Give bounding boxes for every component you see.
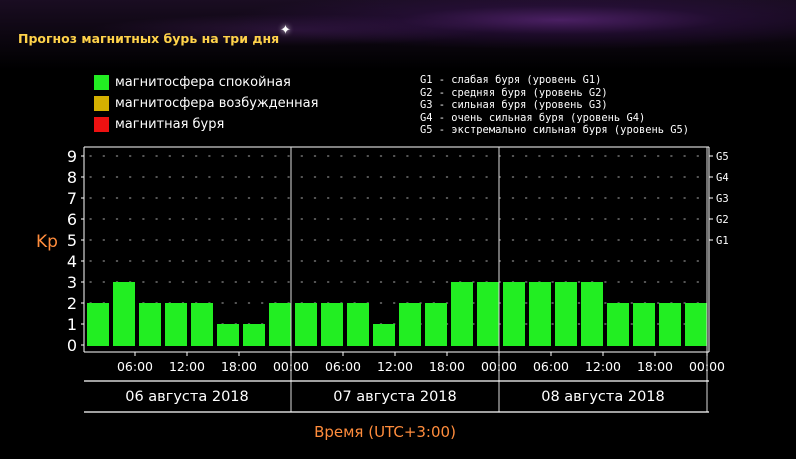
x-tick-label: 12:00 <box>585 359 621 374</box>
x-tick-label: 12:00 <box>377 359 413 374</box>
kp-bar <box>607 303 629 346</box>
kp-bar <box>581 282 603 346</box>
kp-bar <box>529 282 551 346</box>
y-tick-label: 4 <box>67 252 77 271</box>
kp-bar <box>555 282 577 346</box>
storm-level-legend: G1 - слабая буря (уровень G1) G2 - средн… <box>420 74 689 137</box>
g-level-label: G1 <box>716 235 729 247</box>
g-level-label: G5 <box>716 151 729 163</box>
g-level-label: G3 <box>716 193 729 205</box>
kp-bar <box>633 303 655 346</box>
kp-bar <box>269 303 291 346</box>
x-tick-label: 00:00 <box>273 359 309 374</box>
g-legend-g4: G4 - очень сильная буря (уровень G4) <box>420 111 646 124</box>
y-tick-label: 0 <box>67 336 77 355</box>
g-level-label: G4 <box>716 172 729 184</box>
kp-bar <box>191 303 213 346</box>
x-tick-label: 18:00 <box>637 359 673 374</box>
kp-bar <box>685 303 707 346</box>
x-tick-label: 18:00 <box>429 359 465 374</box>
kp-bar <box>451 282 473 346</box>
day-label: 06 августа 2018 <box>125 389 249 405</box>
kp-bar <box>113 282 135 346</box>
kp-bar <box>659 303 681 346</box>
x-tick-label: 06:00 <box>325 359 361 374</box>
g-legend-g5: G5 - экстремально сильная буря (уровень … <box>420 124 689 137</box>
x-tick-label: 00:00 <box>689 359 725 374</box>
kp-bar <box>165 303 187 346</box>
star-sparkle-icon: ✦ <box>280 23 291 38</box>
x-tick-label: 06:00 <box>533 359 569 374</box>
y-tick-label: 5 <box>67 231 77 250</box>
g-legend-g2: G2 - средняя буря (уровень G2) <box>420 86 608 99</box>
legend-item-storm: магнитная буря <box>94 116 224 132</box>
legend-swatch-excited <box>94 95 109 111</box>
legend-swatch-storm <box>94 116 109 132</box>
legend-label-storm: магнитная буря <box>115 116 225 132</box>
y-tick-label: 9 <box>67 147 77 166</box>
y-tick-label: 2 <box>67 294 77 313</box>
legend-swatch-quiet <box>94 74 109 90</box>
y-axis-label: Kp <box>36 232 58 252</box>
y-tick-label: 1 <box>67 315 77 334</box>
page-title: Прогноз магнитных бурь на три дня <box>18 31 280 46</box>
x-tick-label: 06:00 <box>117 359 153 374</box>
legend-item-excited: магнитосфера возбужденная <box>94 95 318 111</box>
y-tick-label: 3 <box>67 273 77 292</box>
x-tick-label: 18:00 <box>221 359 257 374</box>
space-banner <box>0 0 796 70</box>
g-level-label: G2 <box>716 214 729 226</box>
kp-bar <box>477 282 499 346</box>
y-tick-label: 6 <box>67 210 77 229</box>
x-tick-label: 00:00 <box>481 359 517 374</box>
kp-bar <box>295 303 317 346</box>
g-legend-g1: G1 - слабая буря (уровень G1) <box>420 74 602 86</box>
kp-bar <box>399 303 421 346</box>
kp-bar <box>425 303 447 346</box>
kp-bar <box>243 324 265 346</box>
y-tick-label: 7 <box>67 189 77 208</box>
g-legend-g3: G3 - сильная буря (уровень G3) <box>420 99 608 112</box>
x-axis-label: Время (UTC+3:00) <box>314 423 456 441</box>
legend-label-quiet: магнитосфера спокойная <box>115 74 291 90</box>
kp-bar <box>139 303 161 346</box>
kp-bar <box>503 282 525 346</box>
kp-bar <box>347 303 369 346</box>
kp-bar <box>321 303 343 346</box>
x-tick-label: 12:00 <box>169 359 205 374</box>
kp-bar <box>373 324 395 346</box>
y-tick-label: 8 <box>67 168 77 187</box>
legend-label-excited: магнитосфера возбужденная <box>115 95 319 111</box>
legend-item-quiet: магнитосфера спокойная <box>94 74 291 90</box>
day-label: 07 августа 2018 <box>333 389 457 405</box>
kp-bar <box>217 324 239 346</box>
kp-bar <box>87 303 109 346</box>
day-label: 08 августа 2018 <box>541 389 665 405</box>
